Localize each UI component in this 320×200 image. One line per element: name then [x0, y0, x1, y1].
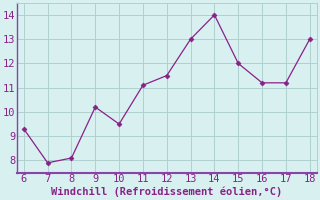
X-axis label: Windchill (Refroidissement éolien,°C): Windchill (Refroidissement éolien,°C) — [51, 187, 282, 197]
